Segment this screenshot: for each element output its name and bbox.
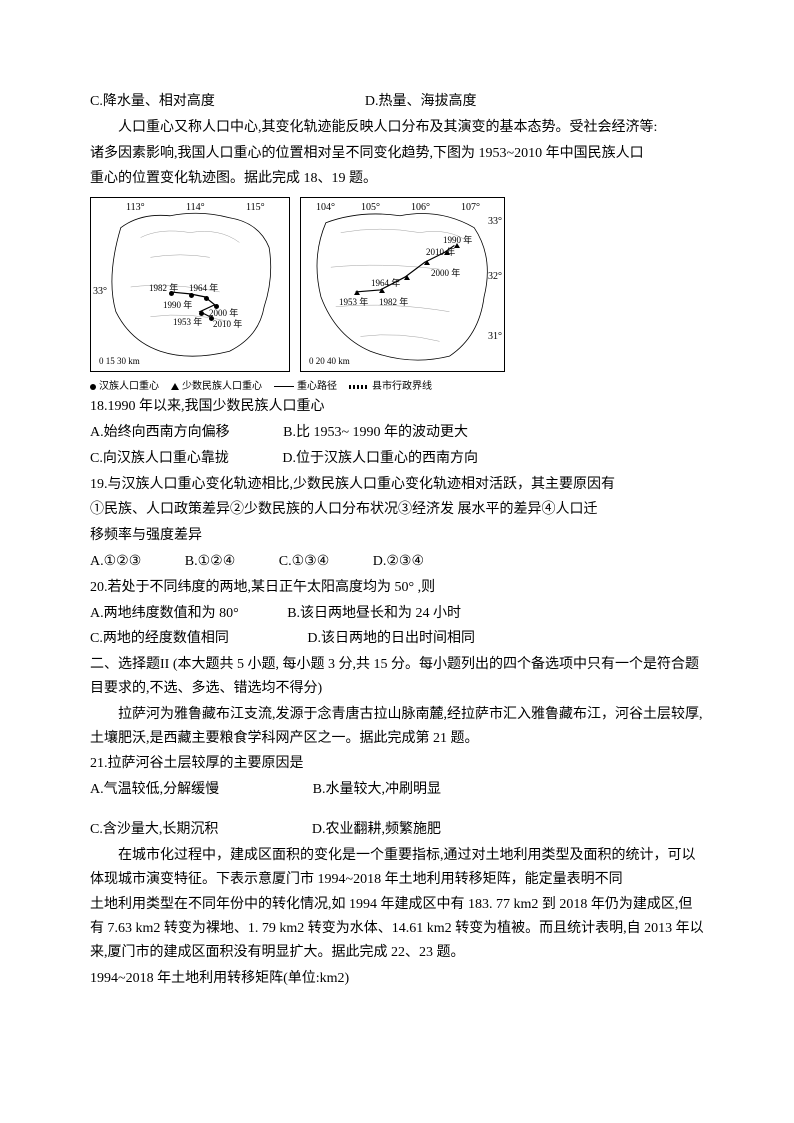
intro18-line2: 诸多因素影响,我国人口重心的位置相对呈不同变化趋势,下图为 1953~2010 …	[90, 142, 704, 166]
q21-a[interactable]: A.气温较低,分解缓慢	[90, 782, 219, 797]
q21-c[interactable]: C.含沙量大,长期沉积	[90, 822, 218, 837]
q20-d[interactable]: D.该日两地的日出时间相同	[307, 631, 475, 646]
legend-boundary: 县市行政界线	[349, 378, 432, 395]
wavy-icon	[349, 385, 369, 389]
q19-title: 19.与汉族人口重心变化轨迹相比,少数民族人口重心变化轨迹相对活跃，其主要原因有	[90, 473, 704, 497]
intro21: 拉萨河为雅鲁藏布江支流,发源于念青唐古拉山脉南麓,经拉萨市汇入雅鲁藏布江，河谷土…	[90, 703, 704, 751]
y1953: 1953 年	[173, 315, 202, 330]
map2: 104° 105° 106° 107° 33° 32° 31° 1990 年 2…	[300, 197, 505, 372]
intro18-line3: 重心的位置变化轨迹图。据此完成 18、19 题。	[90, 167, 704, 191]
yb1953: 1953 年	[339, 295, 368, 310]
legend: 汉族人口重心 少数民族人口重心 重心路径 县市行政界线	[90, 378, 704, 395]
yb2010: 2010 年	[426, 245, 455, 260]
q17-optd[interactable]: D.热量、海拔高度	[365, 90, 477, 114]
triangle-icon	[171, 383, 179, 390]
q18-ab: A.始终向西南方向偏移 B.比 1953~ 1990 年的波动更大	[90, 421, 704, 445]
q20-ab: A.两地纬度数值和为 80° B.该日两地昼长和为 24 小时	[90, 602, 704, 626]
y1990: 1990 年	[163, 298, 192, 313]
q21-b[interactable]: B.水量较大,冲刷明显	[313, 782, 441, 797]
map1-wrapper: 113° 114° 115° 33° 1982 年 1964 年 1990 年 …	[90, 197, 290, 372]
q20-cd: C.两地的经度数值相同 D.该日两地的日出时间相同	[90, 627, 704, 651]
q20-b[interactable]: B.该日两地昼长和为 24 小时	[287, 606, 461, 621]
intro22-p1: 在城市化过程中，建成区面积的变化是一个重要指标,通过对土地利用类型及面积的统计，…	[90, 844, 704, 892]
q21-ab: A.气温较低,分解缓慢 B.水量较大,冲刷明显	[90, 778, 704, 802]
q20-c[interactable]: C.两地的经度数值相同	[90, 631, 229, 646]
dot-icon	[90, 384, 96, 390]
section2: 二、选择题II (本大题共 5 小题, 每小题 3 分,共 15 分。每小题列出…	[90, 653, 704, 701]
legend-han: 汉族人口重心	[90, 378, 159, 395]
y1982: 1982 年	[149, 281, 178, 296]
q21-cd: C.含沙量大,长期沉积 D.农业翻耕,频繁施肥	[90, 818, 704, 842]
q20-a[interactable]: A.两地纬度数值和为 80°	[90, 606, 239, 621]
y1964: 1964 年	[189, 281, 218, 296]
q21-d[interactable]: D.农业翻耕,频繁施肥	[312, 822, 441, 837]
q19-d[interactable]: D.②③④	[373, 554, 424, 569]
legend-minority: 少数民族人口重心	[171, 378, 262, 395]
scale1: 0 15 30 km	[99, 354, 140, 369]
q18-title: 18.1990 年以来,我国少数民族人口重心	[90, 395, 704, 419]
q18-d[interactable]: D.位于汉族人口重心的西南方向	[282, 451, 478, 466]
q18-b[interactable]: B.比 1953~ 1990 年的波动更大	[283, 425, 468, 440]
q19-a[interactable]: A.①②③	[90, 554, 141, 569]
q19-opts: A.①②③ B.①②④ C.①③④ D.②③④	[90, 550, 704, 574]
q18-a[interactable]: A.始终向西南方向偏移	[90, 425, 230, 440]
y2010: 2010 年	[213, 317, 242, 332]
legend-path: 重心路径	[274, 378, 337, 395]
line-icon	[274, 386, 294, 387]
q21-title: 21.拉萨河谷土层较厚的主要原因是	[90, 752, 704, 776]
intro18-line1: 人口重心又称人口中心,其变化轨迹能反映人口分布及其演变的基本态势。受社会经济等:	[90, 116, 704, 140]
scale2: 0 20 40 km	[309, 354, 350, 369]
yb1982: 1982 年	[379, 295, 408, 310]
q19-line2: ①民族、人口政策差异②少数民族的人口分布状况③经济发 展水平的差异④人口迁	[90, 498, 704, 522]
q19-line3: 移频率与强度差异	[90, 524, 704, 548]
map1: 113° 114° 115° 33° 1982 年 1964 年 1990 年 …	[90, 197, 290, 372]
q19-b[interactable]: B.①②④	[185, 554, 236, 569]
q17-optc[interactable]: C.降水量、相对高度	[90, 90, 215, 114]
table-title: 1994~2018 年土地利用转移矩阵(单位:km2)	[90, 967, 704, 991]
q19-c[interactable]: C.①③④	[279, 554, 330, 569]
map2-svg	[301, 198, 504, 371]
tp4	[424, 260, 430, 265]
q18-cd: C.向汉族人口重心靠拢 D.位于汉族人口重心的西南方向	[90, 447, 704, 471]
tp3	[404, 275, 410, 280]
yb2000: 2000 年	[431, 266, 460, 281]
maps-figure: 113° 114° 115° 33° 1982 年 1964 年 1990 年 …	[90, 197, 704, 372]
q17-options-cd: C.降水量、相对高度 D.热量、海拔高度	[90, 90, 704, 114]
yb1964: 1964 年	[371, 276, 400, 291]
q20-title: 20.若处于不同纬度的两地,某日正午太阳高度均为 50° ,则	[90, 576, 704, 600]
map2-wrapper: 104° 105° 106° 107° 33° 32° 31° 1990 年 2…	[300, 197, 505, 372]
intro22-p2: 土地利用类型在不同年份中的转化情况,如 1994 年建成区中有 183. 77 …	[90, 893, 704, 964]
q18-c[interactable]: C.向汉族人口重心靠拢	[90, 451, 229, 466]
